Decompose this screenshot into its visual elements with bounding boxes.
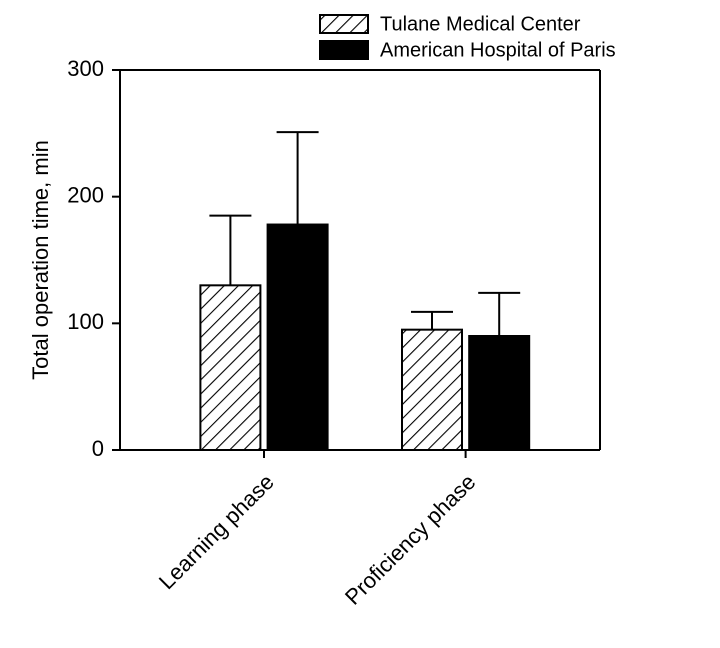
legend-label: American Hospital of Paris <box>380 39 616 61</box>
legend-swatch <box>320 41 368 59</box>
y-axis-label: Total operation time, min <box>28 140 53 380</box>
bar-chart: 0 100 200 300 Total operation time, min Learn… <box>0 0 720 648</box>
chart-container: 0 100 200 300 Total operation time, min Learn… <box>0 0 720 648</box>
bar <box>469 336 529 450</box>
category-label: Proficiency phase <box>340 469 480 609</box>
legend-label: Tulane Medical Center <box>380 13 581 35</box>
bar <box>268 225 328 450</box>
legend-swatch <box>320 15 368 33</box>
category-label: Learning phase <box>154 469 279 594</box>
y-tick-label: 300 <box>67 56 104 81</box>
y-tick-label: 200 <box>67 182 104 207</box>
y-tick-label: 100 <box>67 309 104 334</box>
bar <box>200 285 260 450</box>
y-tick-label: 0 <box>92 436 104 461</box>
bar <box>402 330 462 450</box>
